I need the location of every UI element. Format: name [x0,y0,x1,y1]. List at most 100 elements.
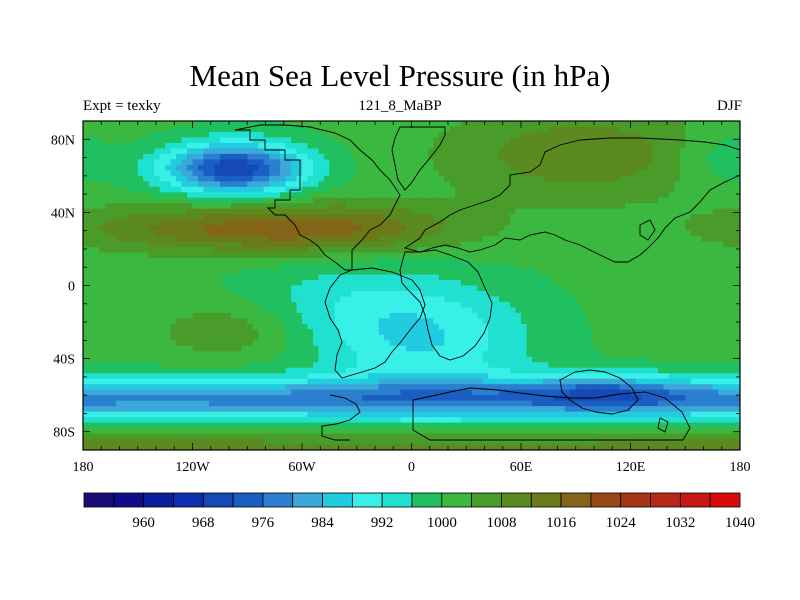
field-cell [356,252,363,259]
field-cell [230,340,237,347]
field-cell [455,301,462,309]
field-cell [652,126,659,133]
field-cell [597,192,604,199]
field-cell [466,214,473,221]
field-cell [570,219,577,226]
field-cell [176,340,183,347]
field-cell [592,307,599,314]
field-cell [88,274,95,281]
field-cell [159,241,166,248]
field-cell [416,307,424,314]
field-cell [307,312,314,319]
field-cell [285,269,292,276]
field-cell [422,258,429,265]
field-cell [395,131,402,139]
field-cell [663,170,670,177]
field-cell [646,197,653,204]
field-cell [482,252,489,259]
field-cell [630,334,637,341]
field-cell [176,192,183,199]
field-cell [625,274,632,281]
field-cell [734,241,740,248]
field-cell [99,175,106,182]
field-cell [93,274,101,281]
field-cell [230,219,237,226]
field-cell [652,214,659,221]
field-cell [641,307,648,314]
field-cell [307,164,314,171]
field-cell [449,280,456,287]
field-cell [208,159,215,166]
field-cell [712,340,719,347]
field-cell [230,153,237,160]
field-cell [307,208,314,215]
field-cell [115,252,122,259]
field-cell [378,312,385,319]
field-cell [132,301,139,309]
field-cell [564,329,571,336]
field-cell [712,164,719,171]
field-cell [614,312,621,319]
field-cell [471,126,478,133]
field-cell [351,159,358,166]
field-cell [187,175,194,182]
field-cell [384,334,391,341]
field-cell [438,192,445,199]
field-cell [126,307,133,314]
field-cell [603,307,610,314]
field-cell [542,296,549,303]
field-cell [312,252,320,259]
field-cell [449,318,456,325]
field-cell [652,236,659,243]
field-cell [597,301,604,309]
field-cell [345,318,352,325]
field-cell [657,170,664,177]
field-cell [521,296,528,303]
field-cell [575,153,582,160]
field-cell [252,131,259,139]
field-cell [165,137,172,144]
field-cell [537,329,544,336]
field-cell [510,252,517,259]
field-cell [104,159,111,166]
field-cell [460,318,467,325]
field-cell [181,318,188,325]
field-cell [334,329,341,336]
field-cell [197,230,205,237]
field-cell [510,121,517,128]
field-cell [718,164,725,171]
field-cell [165,312,172,319]
field-cell [668,181,675,188]
field-cell [449,329,456,336]
field-cell [406,334,413,341]
field-cell [646,312,653,319]
field-cell [466,153,473,160]
field-cell [400,175,407,182]
field-cell [597,312,604,319]
field-cell [449,121,456,128]
field-cell [510,126,517,133]
field-cell [230,142,237,150]
field-cell [373,159,380,166]
field-cell [542,274,549,281]
field-cell [88,159,95,166]
field-cell [444,192,451,199]
field-cell [597,241,604,248]
field-cell [712,203,719,210]
field-cell [378,186,385,193]
field-cell [696,301,703,309]
field-cell [148,263,155,270]
field-cell [110,197,117,204]
field-cell [400,290,407,298]
field-cell [258,285,265,292]
field-cell [521,274,528,281]
field-cell [493,170,500,177]
field-cell [701,164,708,171]
field-cell [406,269,413,276]
field-cell [515,301,522,309]
field-cell [373,175,380,182]
field-cell [619,274,626,281]
field-cell [187,126,194,133]
field-cell [99,126,106,133]
field-cell [521,192,528,199]
